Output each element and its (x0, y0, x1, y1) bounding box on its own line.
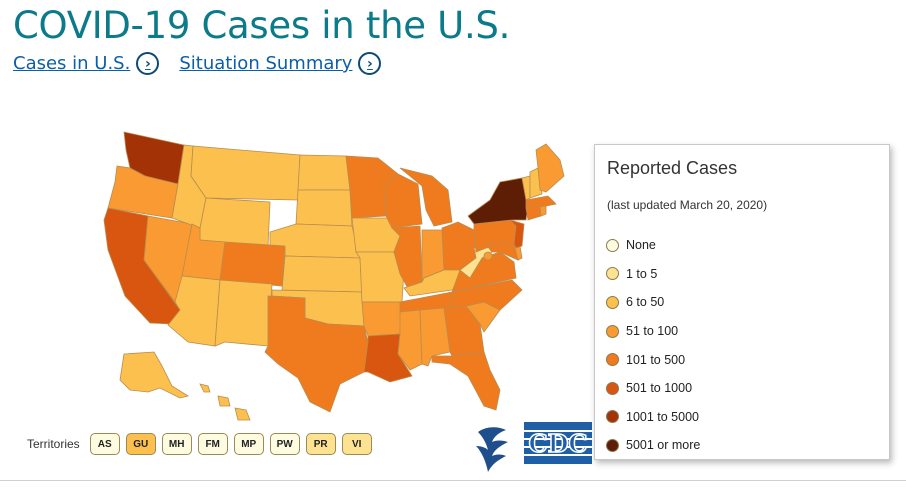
state-ri[interactable] (539, 205, 547, 217)
territory-button-mh[interactable]: MH (161, 433, 192, 455)
state-sd[interactable] (295, 189, 353, 227)
legend-item-6-to-50: 6 to 50 (606, 288, 700, 317)
situation-summary-link-label: Situation Summary (179, 53, 353, 74)
territory-button-as[interactable]: AS (89, 433, 120, 455)
page-title: COVID-19 Cases in the U.S. (13, 4, 511, 47)
state-ma[interactable] (525, 195, 557, 209)
legend-label: 1 to 5 (626, 266, 658, 281)
territory-button-gu[interactable]: GU (125, 433, 156, 455)
legend-label: 101 to 500 (626, 352, 686, 367)
state-fl[interactable] (431, 351, 501, 411)
legend-swatch (606, 238, 619, 252)
territory-button-vi[interactable]: VI (341, 433, 372, 455)
legend-item-51-to-100: 51 to 100 (606, 317, 700, 346)
state-ar[interactable] (361, 301, 403, 337)
state-wy[interactable] (199, 197, 271, 247)
cdc-logo: CDC (524, 422, 592, 464)
cases-in-us-link[interactable]: Cases in U.S. › (13, 52, 160, 75)
legend-label: 51 to 100 (626, 324, 679, 339)
nav-links: Cases in U.S. › Situation Summary › (13, 52, 382, 75)
situation-summary-link[interactable]: Situation Summary › (179, 52, 382, 75)
state-nm[interactable] (214, 279, 273, 347)
legend-swatch (606, 438, 619, 452)
footer-divider (0, 480, 906, 481)
legend-label: 5001 or more (626, 438, 701, 453)
state-dc[interactable] (483, 251, 493, 261)
state-ak[interactable] (119, 351, 190, 399)
chevron-right-circle-icon: › (136, 52, 160, 75)
hhs-eagle-logo (476, 427, 508, 472)
territory-button-fm[interactable]: FM (197, 433, 228, 455)
state-md[interactable] (485, 243, 519, 261)
legend-item-101-to-500: 101 to 500 (606, 345, 700, 374)
state-wi[interactable] (383, 173, 423, 229)
state-ks[interactable] (281, 255, 363, 293)
state-nj[interactable] (508, 219, 525, 249)
territory-button-mp[interactable]: MP (233, 433, 264, 455)
state-tx[interactable] (264, 295, 369, 413)
legend-title: Reported Cases (607, 158, 738, 178)
territories-label: Territories (27, 437, 80, 451)
us-cases-map (103, 131, 565, 421)
state-mt[interactable] (190, 145, 301, 201)
legend-swatch (606, 410, 619, 424)
legend-label: 501 to 1000 (626, 381, 693, 396)
legend-item-none: None (606, 231, 700, 260)
legend-swatch (606, 324, 619, 338)
state-ny[interactable] (467, 177, 529, 225)
chevron-right-circle-icon: › (358, 52, 382, 75)
state-co[interactable] (219, 241, 286, 287)
legend-item-501-to-1000: 501 to 1000 (606, 374, 700, 403)
state-nd[interactable] (297, 154, 351, 191)
legend-item-5001-or-more: 5001 or more (606, 431, 700, 460)
state-me[interactable] (535, 143, 565, 193)
cases-in-us-link-label: Cases in U.S. (13, 53, 131, 74)
legend-swatch (606, 381, 619, 395)
map-legend: Reported Cases (last updated March 20, 2… (594, 144, 890, 460)
legend-item-1-to-5: 1 to 5 (606, 260, 700, 289)
territory-button-pw[interactable]: PW (269, 433, 300, 455)
legend-label: None (626, 238, 656, 253)
agency-logos: CDC (472, 422, 592, 474)
territory-button-pr[interactable]: PR (305, 433, 336, 455)
state-nc[interactable] (451, 279, 523, 311)
territories-bar: Territories AS GU MH FM MP PW PR VI (27, 433, 372, 455)
legend-swatch (606, 267, 619, 281)
cdc-logo-text: CDC (528, 429, 587, 458)
legend-swatch (606, 353, 619, 367)
legend-swatch (606, 295, 619, 309)
state-il[interactable] (391, 225, 423, 293)
legend-item-1001-to-5000: 1001 to 5000 (606, 403, 700, 432)
legend-label: 1001 to 5000 (626, 409, 699, 424)
legend-label: 6 to 50 (626, 295, 665, 310)
legend-list: None 1 to 5 6 to 50 51 to 100 101 to 500… (606, 231, 700, 460)
state-hi[interactable] (199, 383, 251, 421)
legend-subtitle: (last updated March 20, 2020) (607, 198, 768, 212)
state-mi[interactable] (399, 167, 453, 227)
